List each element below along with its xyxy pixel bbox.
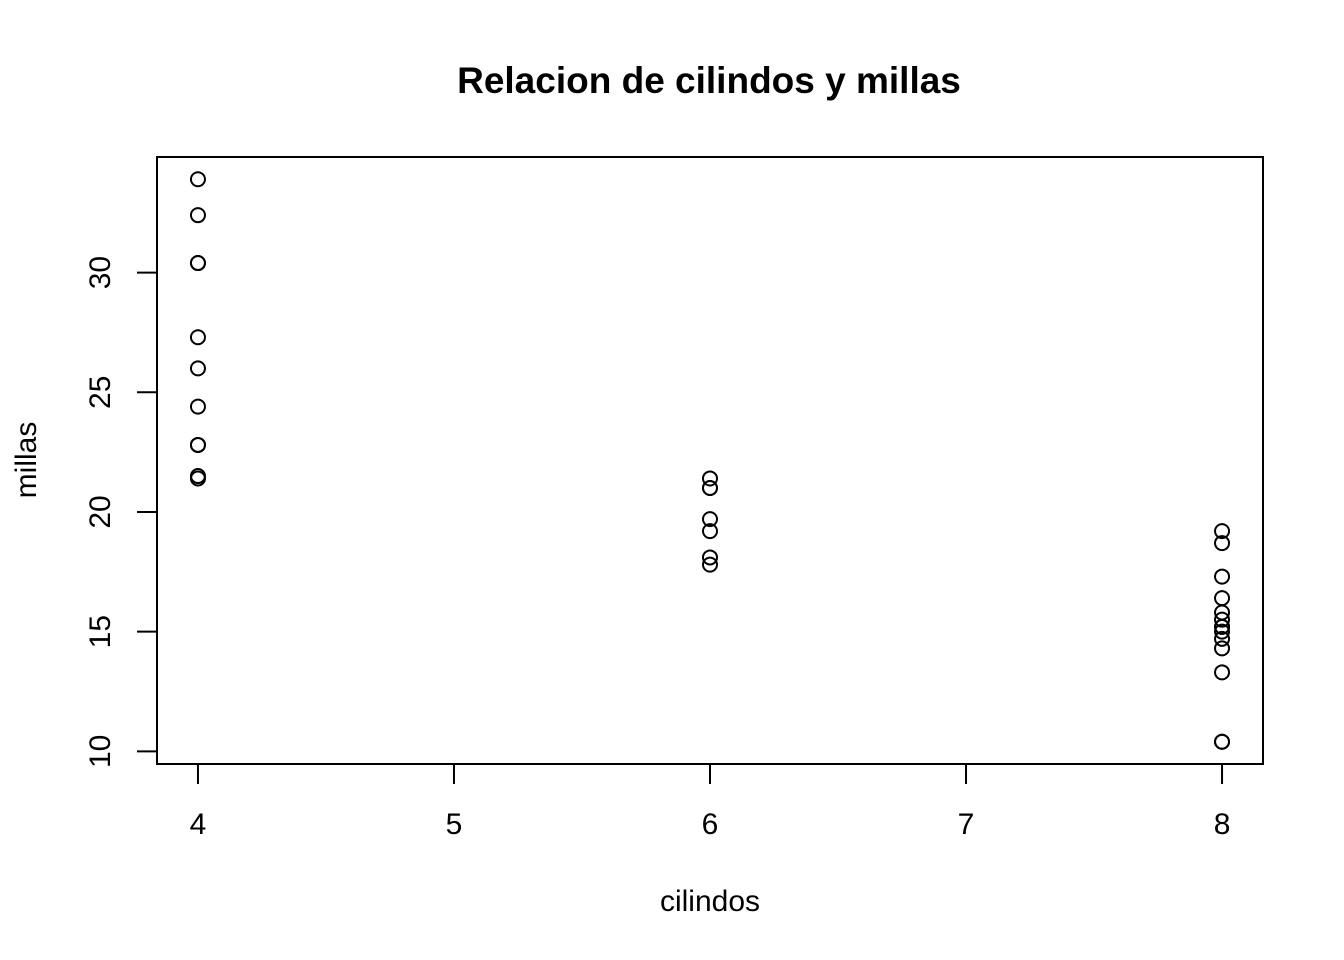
data-point xyxy=(702,549,718,566)
x-axis: 4 5 6 7 8 xyxy=(190,763,1231,841)
x-axis-label: cilindos xyxy=(660,885,760,918)
data-point xyxy=(189,171,206,188)
x-tick-label: 5 xyxy=(446,808,463,841)
data-point xyxy=(1214,590,1231,607)
y-axis-label: millas xyxy=(10,422,43,499)
data-point xyxy=(189,360,206,377)
x-tick-label: 6 xyxy=(702,808,719,841)
data-point xyxy=(1214,733,1231,750)
y-axis: 10 15 20 25 30 xyxy=(84,256,158,768)
y-tick-label: 20 xyxy=(84,495,117,528)
y-tick-label: 15 xyxy=(84,615,117,648)
plot-frame xyxy=(156,156,1264,765)
data-point xyxy=(702,470,718,487)
data-point xyxy=(189,255,206,272)
x-tick-label: 8 xyxy=(1214,808,1231,841)
data-point xyxy=(1214,630,1231,647)
data-point xyxy=(1214,664,1231,681)
data-point xyxy=(702,480,718,497)
y-tick-label: 30 xyxy=(84,256,117,289)
chart-title: Relacion de cilindos y millas xyxy=(457,60,961,101)
data-point xyxy=(1214,523,1231,540)
data-point xyxy=(1214,604,1231,621)
y-tick-label: 25 xyxy=(84,376,117,409)
data-point xyxy=(1214,535,1231,552)
x-tick-label: 4 xyxy=(190,808,207,841)
data-point xyxy=(1214,623,1231,640)
data-point xyxy=(189,329,206,346)
data-point xyxy=(189,207,206,224)
data-point xyxy=(1214,640,1231,657)
data-point xyxy=(702,523,718,540)
data-points xyxy=(189,171,1231,750)
data-point xyxy=(189,470,206,487)
data-point xyxy=(1214,611,1231,628)
x-tick-label: 7 xyxy=(958,808,975,841)
data-point xyxy=(189,436,206,453)
y-tick-label: 10 xyxy=(84,735,117,768)
data-point xyxy=(189,398,206,415)
data-point xyxy=(1214,568,1231,585)
data-point xyxy=(702,511,718,528)
data-point xyxy=(702,556,718,573)
